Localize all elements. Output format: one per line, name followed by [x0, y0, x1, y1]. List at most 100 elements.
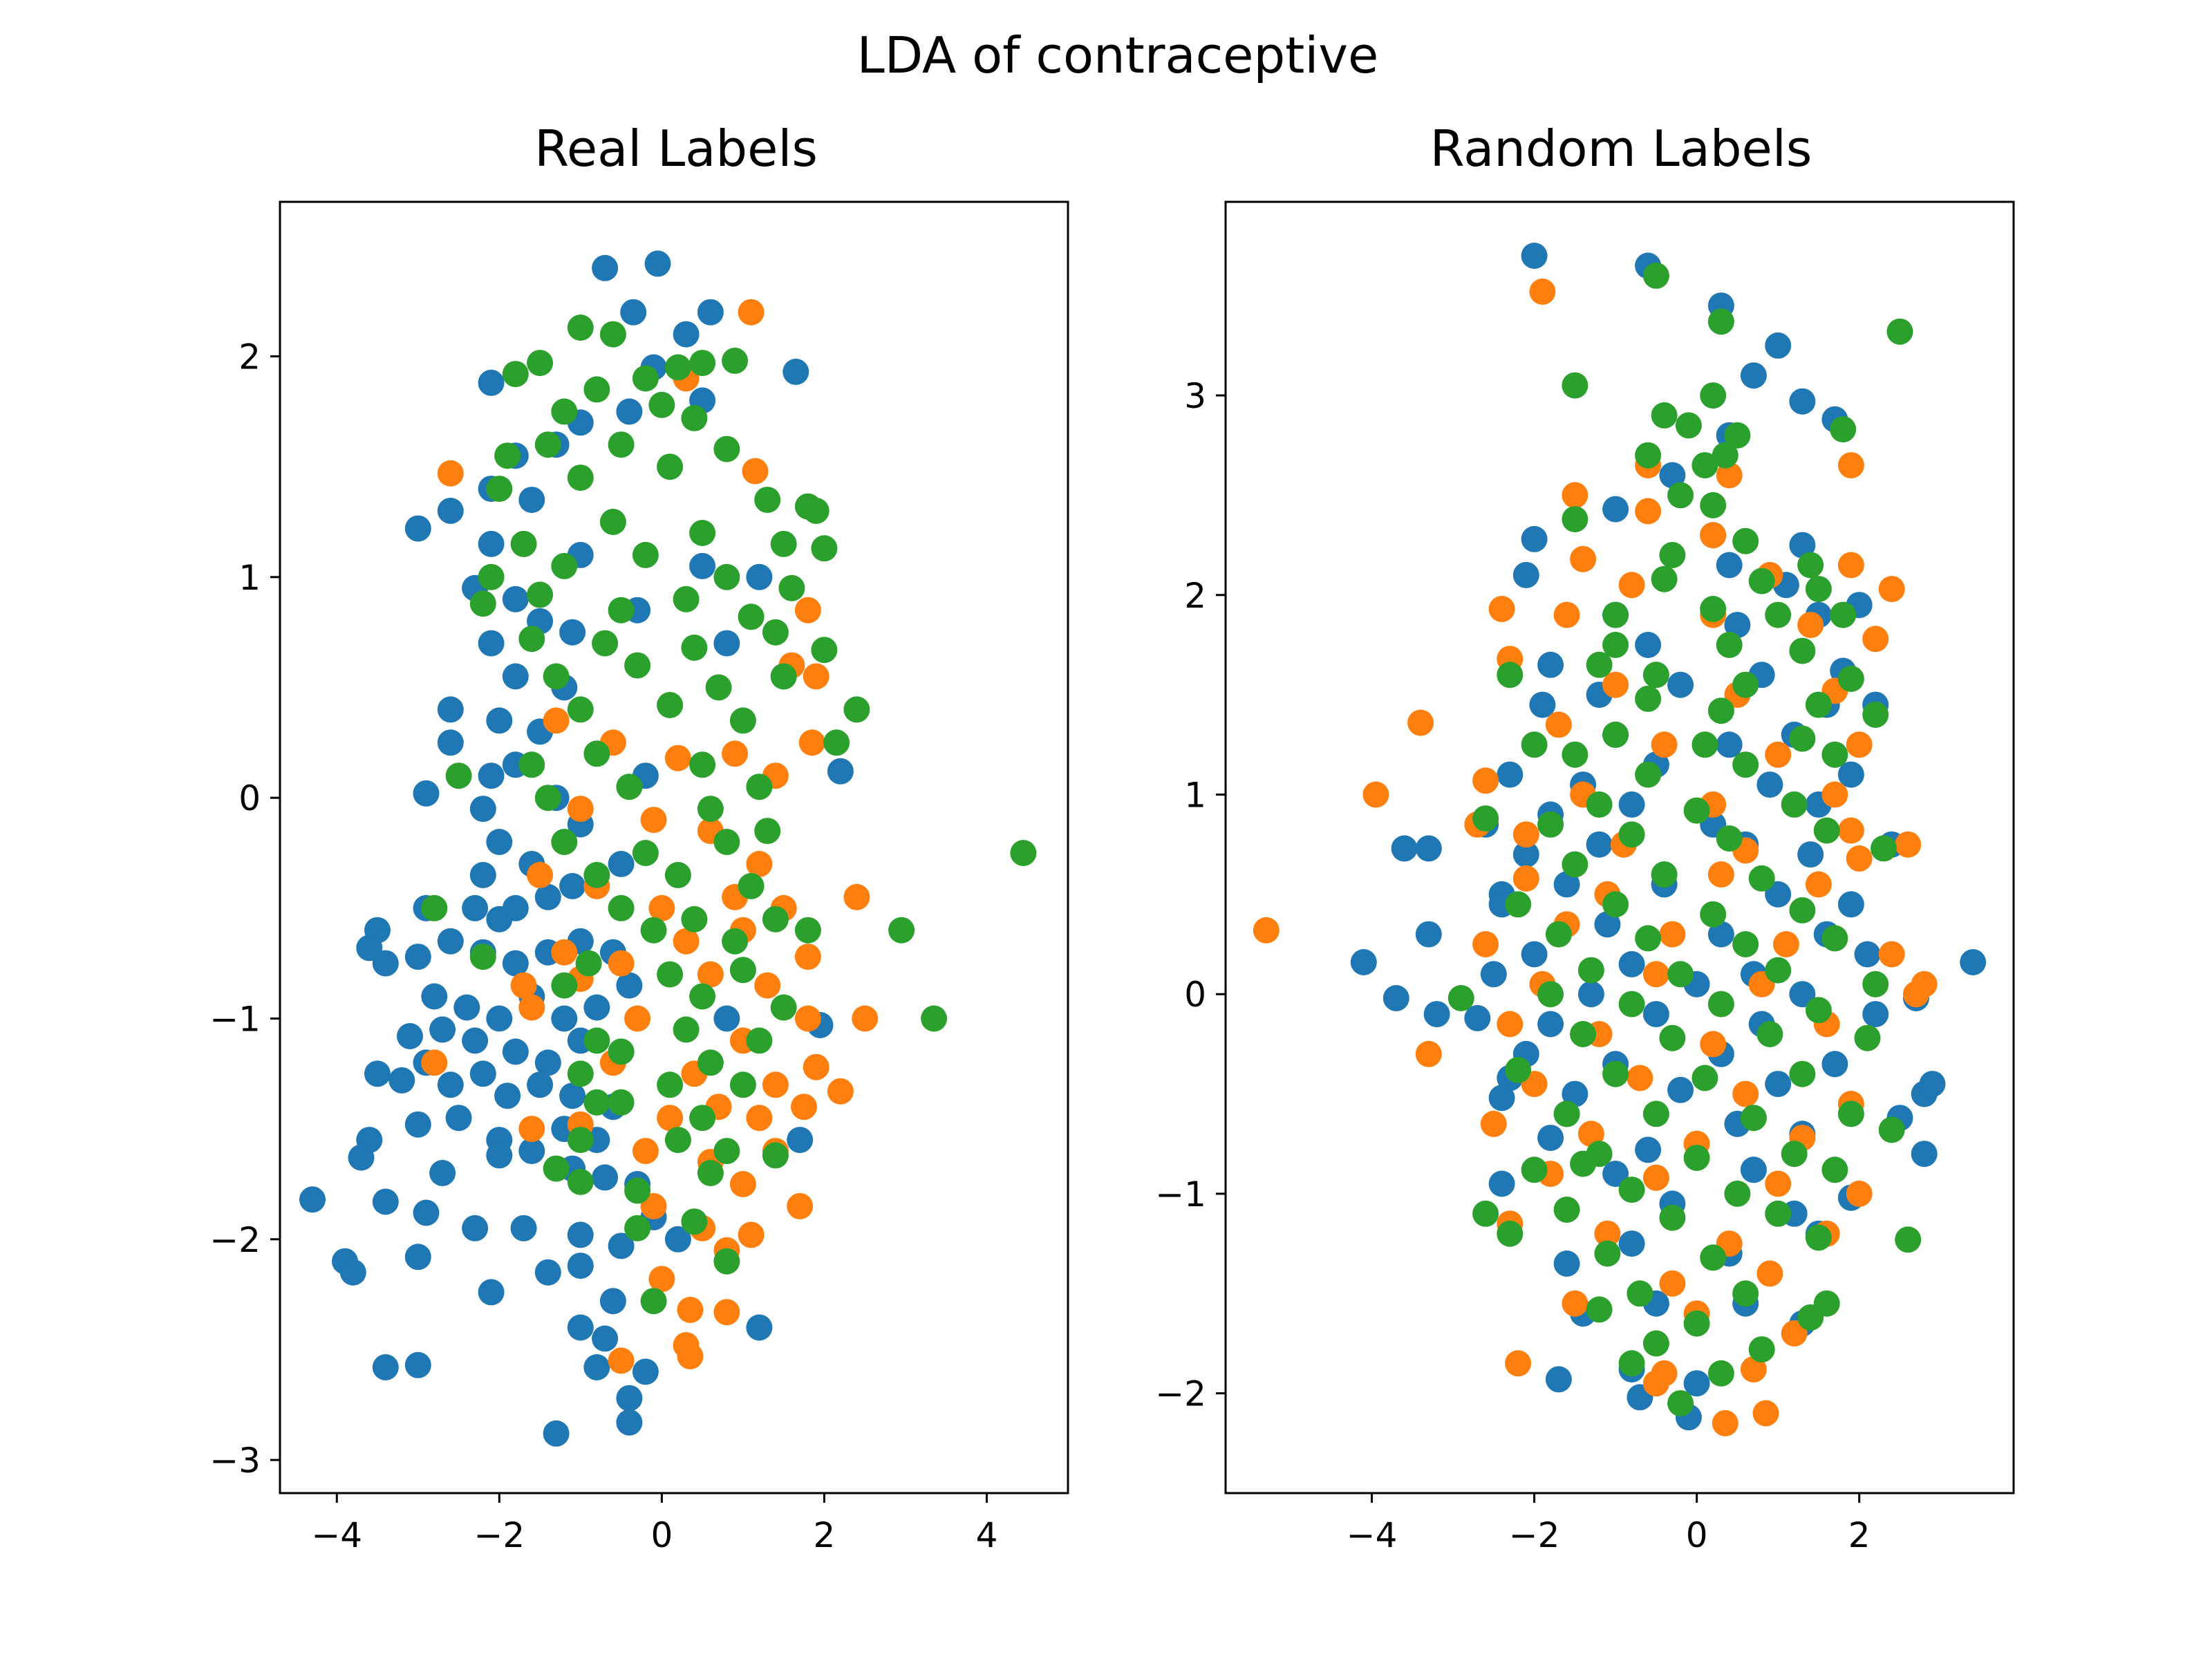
scatter-point: [1602, 891, 1629, 918]
scatter-point: [1756, 771, 1783, 798]
plot-frame-random-labels: [1224, 200, 2015, 1494]
scatter-point: [437, 928, 464, 955]
scatter-point: [1562, 482, 1588, 509]
scatter-point: [1635, 498, 1662, 525]
scatter-point: [1960, 949, 1987, 975]
scatter-point: [827, 758, 854, 785]
scatter-point: [437, 1071, 464, 1098]
scatter-point: [640, 807, 667, 834]
scatter-point: [1700, 491, 1727, 518]
scatter-point: [1716, 462, 1743, 489]
scatter-point: [1659, 542, 1686, 568]
scatter-point: [1765, 957, 1792, 984]
scatter-point: [1846, 1180, 1873, 1207]
scatter-point: [1878, 576, 1905, 603]
scatter-point: [1521, 525, 1548, 552]
scatter-point: [1740, 362, 1767, 389]
scatter-point: [1577, 981, 1604, 1008]
scatter-point: [823, 729, 850, 756]
scatter-point: [640, 1192, 667, 1219]
scatter-point: [551, 552, 578, 579]
scatter-point: [543, 1155, 570, 1182]
scatter-point: [1635, 925, 1662, 952]
y-tick-label: 0: [1184, 975, 1206, 1015]
scatter-point: [1716, 731, 1743, 758]
scatter-point: [1732, 931, 1759, 957]
scatter-point: [567, 796, 594, 823]
scatter-point: [1570, 1150, 1597, 1177]
scatter-point: [697, 961, 724, 988]
scatter-point: [713, 1248, 740, 1275]
scatter-point: [664, 354, 691, 381]
scatter-point: [599, 1288, 626, 1315]
scatter-point: [1732, 1080, 1759, 1107]
scatter-point: [762, 906, 789, 932]
scatter-point: [1553, 1250, 1580, 1277]
scatter-point: [1846, 845, 1873, 872]
scatter-point: [794, 944, 821, 971]
scatter-point: [510, 972, 537, 999]
scatter-point: [738, 299, 765, 326]
scatter-point: [664, 861, 691, 888]
scatter-point: [657, 1105, 684, 1132]
scatter-point: [1577, 957, 1604, 984]
scatter-point: [1512, 561, 1539, 588]
scatter-point: [608, 1038, 635, 1065]
y-tick-label: 2: [238, 337, 261, 377]
scatter-point: [1512, 865, 1539, 892]
scatter-point: [754, 818, 781, 845]
scatter-point: [697, 1049, 724, 1076]
x-tick-label: −2: [1509, 1515, 1560, 1555]
scatter-point: [689, 520, 716, 546]
scatter-point: [632, 1138, 659, 1165]
y-tick-label: 3: [1184, 376, 1206, 416]
scatter-point: [599, 509, 626, 535]
scatter-point: [1602, 1161, 1629, 1188]
scatter-point: [624, 1215, 651, 1241]
scatter-point: [811, 637, 838, 664]
y-tick-label: −3: [209, 1441, 261, 1481]
scatter-point: [1707, 308, 1734, 335]
scatter-point: [1391, 835, 1418, 862]
scatter-point: [1830, 416, 1857, 443]
scatter-point: [1821, 1051, 1848, 1078]
scatter-point: [1789, 637, 1816, 664]
scatter-point: [1651, 861, 1678, 888]
scatter-point: [1472, 805, 1499, 832]
scatter-point: [599, 321, 626, 348]
scatter-point: [575, 950, 602, 977]
scatter-point: [1010, 840, 1037, 866]
scatter-point: [1805, 997, 1832, 1024]
scatter-point: [608, 431, 635, 458]
scatter-point: [592, 1325, 619, 1352]
scatter-point: [1765, 1071, 1792, 1098]
scatter-point: [608, 894, 635, 921]
scatter-point: [681, 404, 708, 431]
subplot-title-random-labels: Random Labels: [1430, 120, 1812, 178]
scatter-point: [1667, 482, 1694, 509]
scatter-point: [843, 696, 870, 723]
scatter-point: [1765, 881, 1792, 908]
scatter-point: [1415, 835, 1442, 862]
scatter-point: [722, 347, 749, 374]
scatter-point: [551, 398, 578, 425]
scatter-point: [299, 1186, 326, 1213]
scatter-point: [657, 961, 684, 988]
scatter-point: [1472, 931, 1499, 957]
scatter-point: [1862, 971, 1889, 997]
scatter-point: [1488, 596, 1515, 622]
scatter-point: [1642, 1001, 1669, 1028]
scatter-point: [1805, 691, 1832, 718]
scatter-point: [1586, 651, 1613, 678]
scatter-point: [1505, 1056, 1532, 1083]
scatter-point: [794, 1005, 821, 1032]
scatter-point: [478, 530, 505, 557]
scatter-point: [1789, 388, 1816, 415]
axis-ticks-real-labels: −4 −2 0 2 4 −3 −2 −1 0 1 2: [209, 337, 997, 1555]
scatter-point: [746, 1314, 773, 1341]
scatter-point: [616, 1385, 643, 1412]
scatter-point: [640, 1288, 667, 1315]
scatter-point: [518, 751, 545, 778]
scatter-point: [445, 1105, 472, 1132]
